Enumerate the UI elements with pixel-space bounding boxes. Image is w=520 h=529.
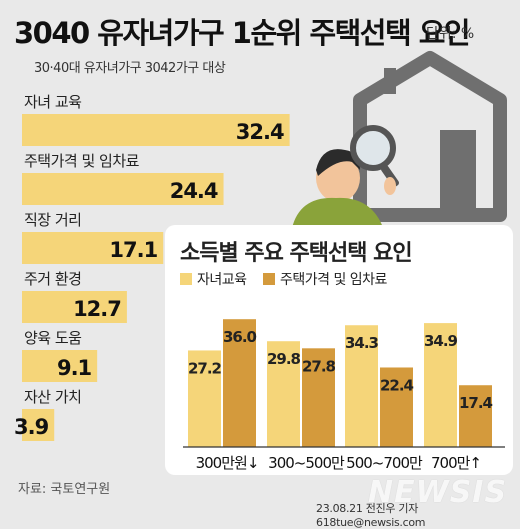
bar [22,409,55,441]
bar [22,291,127,323]
value-label: 27.2 [188,359,222,377]
bar [424,323,457,447]
bar [345,325,378,447]
legend-label-house: 주택가격 및 임차료 [280,272,387,288]
category-label: 직장 거리 [24,211,81,229]
tick-label: 700만↑ [431,454,481,472]
bar [459,385,492,447]
tick-label: 500~700만 [346,454,423,472]
income-bar-chart: 27.236.0 29.8 27.8 34.3 22.4 34.9 17.4 300만원↓ 30… [183,319,505,472]
category-label: 양육 도움 [24,329,81,347]
value-label: 12.7 [73,297,121,321]
tick-label: 300만원↓ [196,454,259,472]
bar [302,348,335,447]
legend-swatch-edu [180,273,192,285]
watermark-logo: NEWSIS [368,475,508,510]
category-label: 자녀 교육 [24,93,81,111]
bar [22,350,98,382]
bar [22,232,164,264]
value-label: 9.1 [57,356,92,380]
value-label: 34.3 [345,334,379,352]
legend-house: 주택가격 및 임차료 [263,269,387,289]
unit-label: 단위: % [426,26,475,42]
value-label: 3.9 [14,415,49,439]
credit-line: 23.08.21 전진우 기자 618tue@newsis.com [316,502,426,529]
value-label: 32.4 [236,120,284,144]
subtitle: 30·40대 유자녀가구 3042가구 대상 [34,61,226,76]
value-label: 34.9 [424,332,458,350]
bar [380,367,413,447]
page-title: 3040 유자녀가구 1순위 주택선택 요인 [14,16,471,50]
bar [22,114,290,146]
category-label: 자산 가치 [24,388,81,406]
value-label: 22.4 [380,376,414,394]
bar [188,350,221,447]
category-label: 주거 환경 [24,270,81,288]
inset-title: 소득별 주요 주택선택 요인 [180,241,413,266]
bar [223,319,256,447]
value-label: 36.0 [223,328,257,346]
value-label: 24.4 [170,179,218,203]
bar [22,173,224,205]
category-label: 주택가격 및 임차료 [24,152,140,170]
legend-label-edu: 자녀교육 [197,272,247,288]
source-note: 자료: 국토연구원 [18,482,111,497]
income-chart-panel: 소득별 주요 주택선택 요인 자녀교육 주택가격 및 임차료 27.2 36.0 2… [165,225,513,475]
legend-edu: 자녀교육 [180,269,247,289]
value-label: 29.8 [267,350,301,368]
bar [267,341,300,447]
legend-swatch-house [263,273,275,285]
value-label: 27.8 [302,357,336,375]
tick-label: 300~500만 [268,454,345,472]
value-label: 17.1 [109,238,157,262]
value-label: 17.4 [459,394,493,412]
main-bar-chart: 자녀 교육 32.4 주택가격 및 임차료 24.4 직장 거리 17.1 주거 환경 12.… [14,93,290,441]
